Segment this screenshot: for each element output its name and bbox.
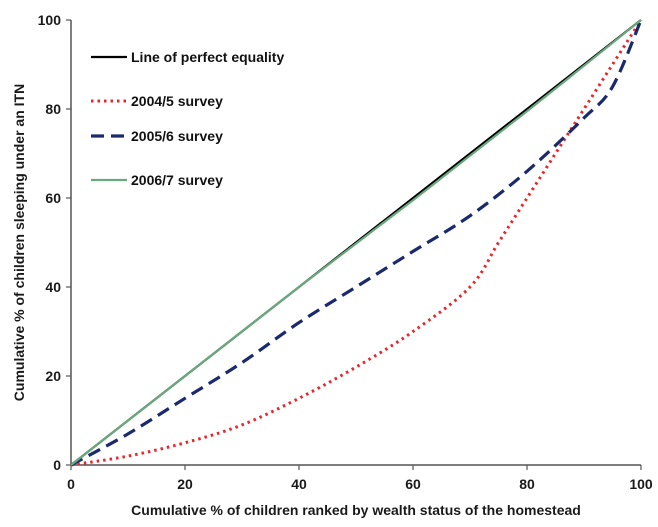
y-tick-label: 100 <box>38 12 62 28</box>
x-tick-label: 100 <box>629 476 653 492</box>
y-tick-label: 0 <box>53 457 61 473</box>
x-tick-label: 0 <box>67 476 75 492</box>
y-tick-label: 20 <box>45 368 61 384</box>
legend-label: 2004/5 survey <box>131 93 223 109</box>
axes <box>70 20 641 466</box>
series-line <box>70 19 643 467</box>
legend-label: 2006/7 survey <box>131 172 223 188</box>
series-line <box>70 19 643 467</box>
x-tick-label: 60 <box>405 476 421 492</box>
y-axis-title: Cumulative % of children sleeping under … <box>11 84 27 401</box>
ticks: 0 20 40 60 80 100 0 20 40 60 80 100 <box>38 12 653 492</box>
y-tick-label: 80 <box>45 101 61 117</box>
y-tick-label: 60 <box>45 190 61 206</box>
series-line <box>70 19 642 466</box>
legend-label: 2005/6 survey <box>131 128 223 144</box>
x-tick-label: 20 <box>177 476 193 492</box>
x-axis-title: Cumulative % of children ranked by wealt… <box>131 502 581 518</box>
x-tick-label: 80 <box>519 476 535 492</box>
x-tick-label: 40 <box>291 476 307 492</box>
legend: Line of perfect equality 2004/5 survey 200… <box>91 49 284 188</box>
legend-label: Line of perfect equality <box>131 49 284 65</box>
series-layer <box>70 19 643 467</box>
y-tick-label: 40 <box>45 279 61 295</box>
